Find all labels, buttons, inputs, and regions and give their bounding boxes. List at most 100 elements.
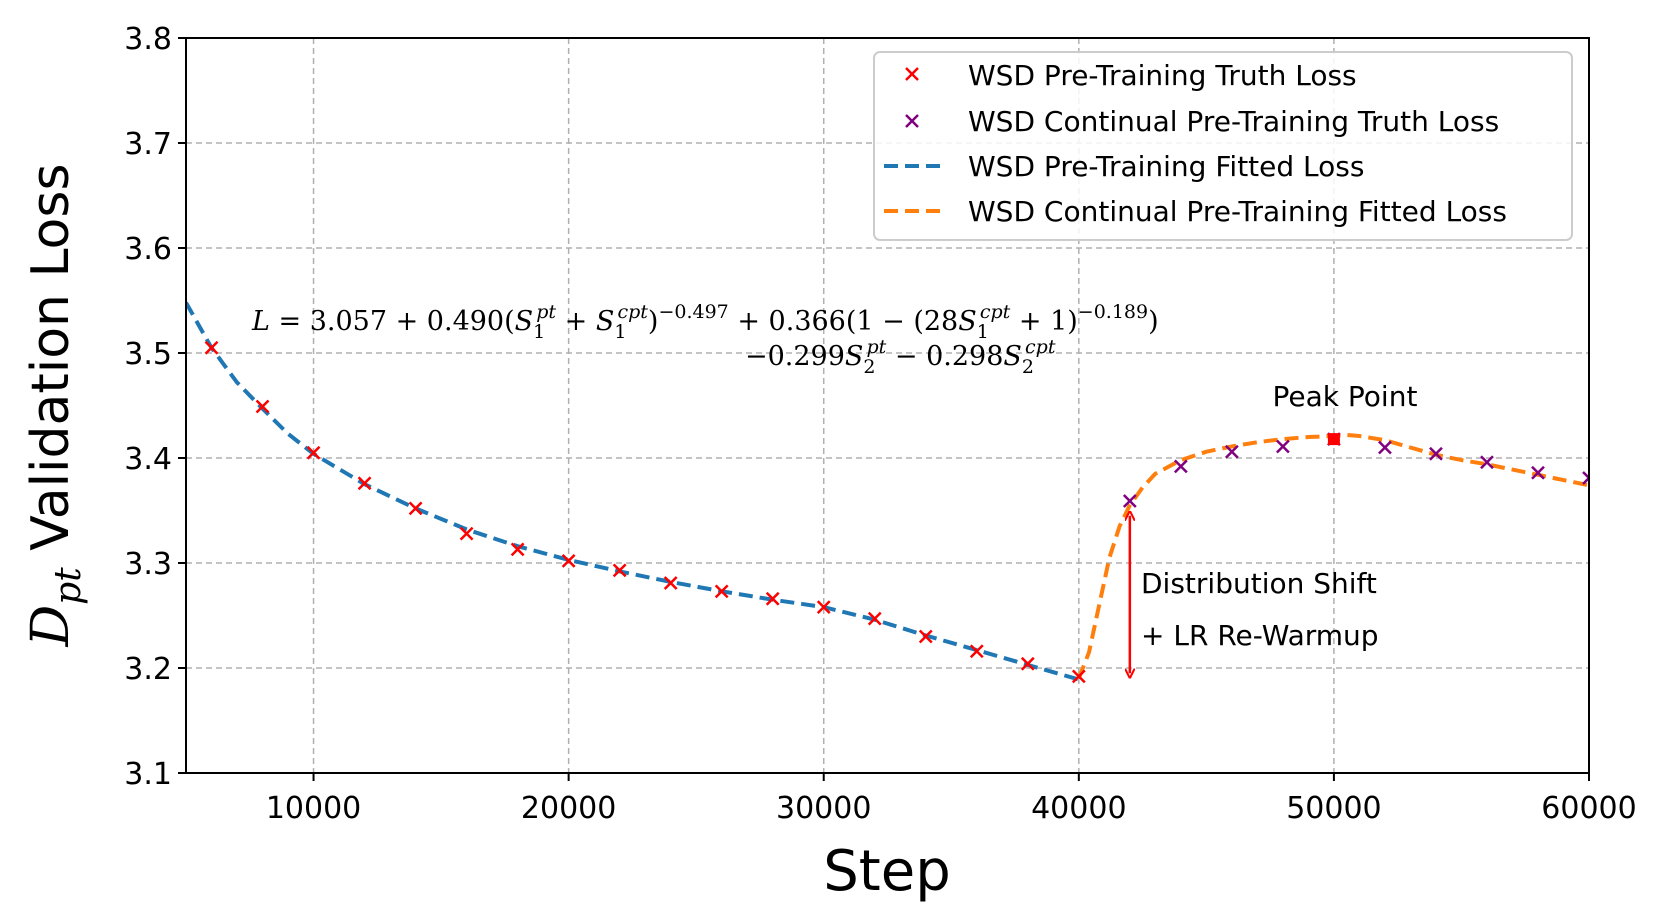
- legend-label-cpt-truth: WSD Continual Pre-Training Truth Loss: [968, 105, 1499, 138]
- equation-part: pt: [536, 301, 556, 323]
- point-stroke: [255, 399, 270, 414]
- equation-part: cpt: [1025, 336, 1056, 358]
- point-stroke: [510, 542, 525, 557]
- data-point-0: [918, 629, 933, 644]
- data-point-1: [1582, 471, 1589, 485]
- legend-label-pt-fitted: WSD Pre-Training Fitted Loss: [968, 150, 1364, 183]
- equation-part: S: [515, 306, 534, 337]
- data-point-0: [816, 600, 831, 614]
- equation-part: L: [251, 306, 270, 337]
- equation-part: −0.299: [745, 341, 845, 372]
- point-stroke: [612, 563, 627, 578]
- series-line-2: [186, 301, 1080, 682]
- data-point-1: [1429, 446, 1443, 461]
- data-point-0: [612, 563, 627, 578]
- equation-part: − 0.298: [886, 341, 1003, 372]
- point-stroke: [816, 600, 831, 614]
- x-tick-label: 10000: [266, 791, 361, 826]
- data-point-0: [510, 542, 525, 557]
- equation-part: −0.189: [1078, 301, 1148, 323]
- point-stroke: [663, 576, 678, 590]
- point-stroke: [1378, 440, 1392, 455]
- point-stroke: [867, 611, 882, 626]
- point-stroke: [1429, 446, 1443, 461]
- data-point-0: [1020, 656, 1035, 671]
- data-point-0: [765, 591, 780, 606]
- peak-point-marker: [1327, 433, 1340, 446]
- equation-part: + 1): [1010, 306, 1078, 337]
- y-axis-title-rest: Validation Loss: [21, 163, 81, 567]
- point-stroke: [1122, 494, 1137, 508]
- point-stroke: [306, 445, 321, 460]
- shift-label-line-1: Distribution Shift: [1141, 567, 1377, 600]
- point-stroke: [1224, 444, 1239, 459]
- equation-line-2: −0.299S2pt − 0.298S2cpt: [745, 336, 1056, 378]
- data-point-0: [561, 554, 576, 568]
- data-point-0: [714, 584, 729, 599]
- y-axis-title-main: D: [21, 605, 81, 648]
- data-point-1: [1224, 444, 1239, 459]
- y-axis-title-sub: pt: [48, 567, 89, 605]
- equation-part: S: [1003, 341, 1022, 372]
- equation-part: −0.497: [658, 301, 728, 323]
- equation-part: cpt: [980, 301, 1011, 323]
- point-stroke: [1173, 459, 1188, 474]
- point-stroke: [969, 644, 984, 659]
- equation-part: cpt: [617, 301, 648, 323]
- point-stroke: [1582, 476, 1589, 485]
- data-point-1: [1276, 439, 1290, 454]
- data-point-0: [204, 340, 219, 355]
- data-point-0: [663, 576, 678, 590]
- data-point-1: [1173, 459, 1188, 474]
- data-point-1: [1378, 440, 1392, 455]
- data-point-0: [1071, 669, 1086, 684]
- point-stroke: [1582, 471, 1589, 480]
- point-stroke: [1480, 455, 1494, 470]
- point-stroke: [918, 629, 933, 644]
- axis-ticks: 10000 20000 30000 40000 50000 60000 3.1 3.2 3.3 3…: [124, 22, 1636, 826]
- equation-part: +: [556, 306, 596, 337]
- plot-series: [186, 301, 1589, 684]
- equation-part: ): [1148, 306, 1159, 337]
- equation-part: S: [596, 306, 615, 337]
- x-tick-label: 30000: [776, 791, 871, 826]
- y-tick-label: 3.5: [124, 337, 172, 372]
- point-stroke: [459, 526, 474, 541]
- legend-marker-pt-truth: [905, 67, 919, 81]
- equation-part: S: [845, 341, 864, 372]
- y-tick-label: 3.3: [124, 547, 172, 582]
- data-point-0: [969, 644, 984, 659]
- point-stroke: [714, 584, 729, 599]
- point-stroke: [204, 340, 219, 355]
- point-stroke: [1020, 656, 1035, 671]
- point-stroke: [408, 501, 423, 516]
- point-stroke: [1071, 669, 1086, 684]
- legend-label-pt-truth: WSD Pre-Training Truth Loss: [968, 59, 1357, 92]
- data-point-0: [255, 399, 270, 414]
- y-axis-title: Dpt Validation Loss: [21, 163, 89, 647]
- data-point-1: [1531, 465, 1545, 480]
- point-stroke: [357, 476, 372, 491]
- y-tick-label: 3.1: [124, 757, 172, 792]
- point-stroke: [1531, 465, 1545, 480]
- equation-part: = 3.057 + 0.490(: [270, 306, 515, 337]
- point-stroke: [1276, 439, 1290, 454]
- x-tick-label: 60000: [1541, 791, 1636, 826]
- x-tick-label: 20000: [521, 791, 616, 826]
- legend-box: [873, 51, 1573, 241]
- y-tick-label: 3.2: [124, 652, 172, 687]
- point-stroke: [765, 591, 780, 606]
- y-tick-label: 3.4: [124, 442, 172, 477]
- x-tick-label: 50000: [1286, 791, 1381, 826]
- data-point-0: [306, 445, 321, 460]
- equation-part: 1: [977, 321, 989, 343]
- data-point-0: [867, 611, 882, 626]
- legend: WSD Pre-Training Truth Loss WSD Continua…: [873, 51, 1573, 241]
- x-axis-title: Step: [823, 839, 951, 904]
- equation-line-1: L = 3.057 + 0.490(S1pt + S1cpt)−0.497 + …: [251, 301, 1159, 343]
- equation-part: ): [648, 306, 659, 337]
- data-point-1: [1480, 455, 1494, 470]
- equation-part: pt: [867, 336, 887, 358]
- plot-frame: [185, 37, 1590, 774]
